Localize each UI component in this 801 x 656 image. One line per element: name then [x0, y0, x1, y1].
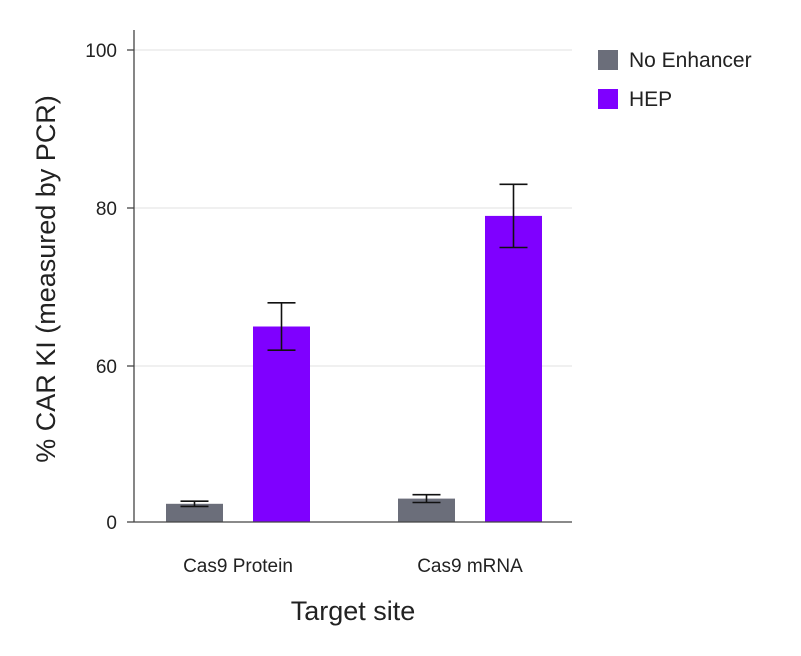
bar [253, 326, 310, 522]
legend-label: HEP [629, 88, 672, 111]
legend-label: No Enhancer [629, 49, 752, 72]
error-bars [180, 183, 528, 508]
y-tick-labels: 0 60 80 100 [85, 41, 134, 534]
y-tick-label: 60 [96, 357, 117, 378]
bar [166, 503, 223, 522]
x-category-label: Cas9 mRNA [417, 556, 523, 577]
bars [166, 215, 542, 522]
x-category-label: Cas9 Protein [183, 556, 293, 577]
y-tick-label: 100 [85, 41, 117, 62]
y-tick-label: 0 [106, 513, 117, 534]
x-axis-title: Target site [291, 596, 416, 626]
bar [485, 215, 542, 522]
legend: No Enhancer HEP [598, 49, 752, 111]
axes [133, 30, 572, 523]
legend-swatch [598, 89, 618, 109]
x-category-labels: Cas9 Protein Cas9 mRNA [183, 556, 523, 577]
bar [398, 498, 455, 522]
y-axis-title: % CAR KI (measured by PCR) [31, 95, 61, 463]
legend-swatch [598, 50, 618, 70]
y-tick-label: 80 [96, 199, 117, 220]
